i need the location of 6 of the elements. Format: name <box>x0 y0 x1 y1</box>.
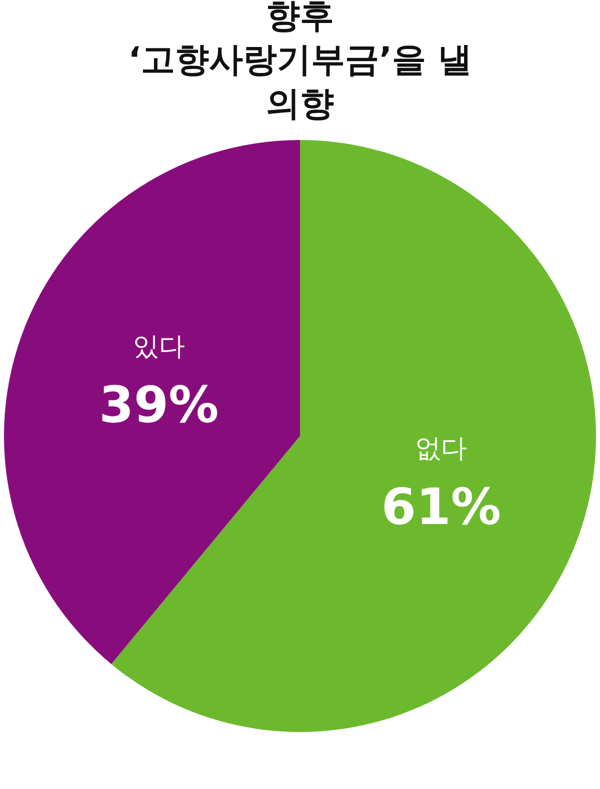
slice-label: 있다 <box>132 332 185 362</box>
pie-slice <box>4 140 300 664</box>
data-label: 61% <box>381 478 501 536</box>
chart-title: 향후 ‘고향사랑기부금’을 낼 의향 <box>128 0 472 124</box>
data-label: 39% <box>99 376 219 434</box>
slice-label: 없다 <box>415 434 468 464</box>
